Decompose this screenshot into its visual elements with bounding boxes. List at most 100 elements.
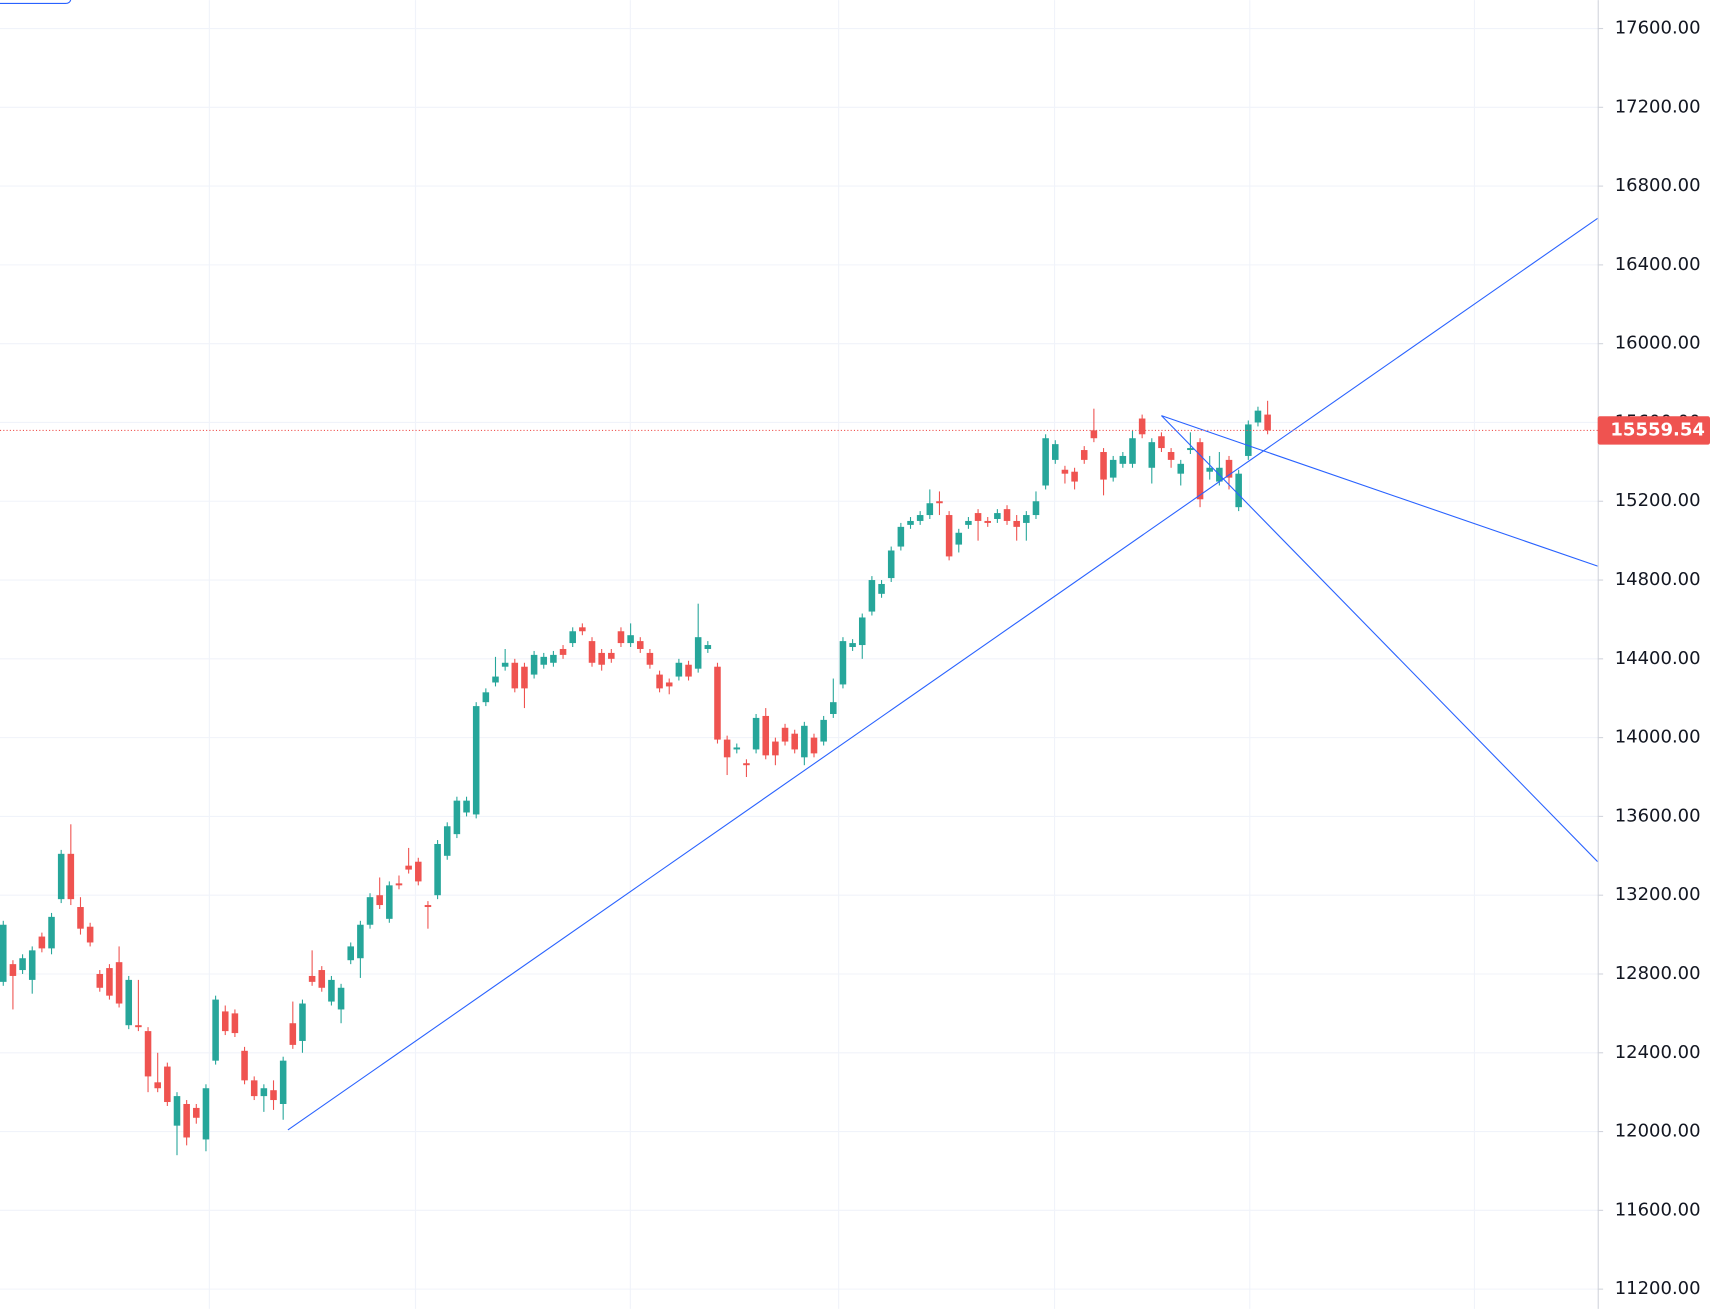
candle-body bbox=[492, 676, 499, 683]
candle-body bbox=[887, 550, 895, 579]
candle-body bbox=[1032, 501, 1040, 516]
candle-body bbox=[1080, 450, 1088, 460]
candle-body bbox=[1138, 418, 1146, 435]
candle-body bbox=[405, 865, 412, 870]
y-tick-label: 15200.00 bbox=[1615, 490, 1701, 511]
candle-body bbox=[1042, 438, 1049, 486]
candle-body bbox=[482, 692, 490, 703]
candle-body bbox=[878, 583, 885, 594]
candle-body bbox=[839, 641, 847, 685]
candle-body bbox=[926, 503, 934, 516]
candle-body bbox=[916, 515, 924, 521]
y-tick-label: 17600.00 bbox=[1615, 18, 1701, 39]
candle-body bbox=[907, 520, 914, 525]
candle-body bbox=[0, 924, 7, 982]
candle-body bbox=[849, 643, 856, 648]
toolbar-fragment bbox=[0, 0, 72, 4]
candle-body bbox=[299, 1003, 306, 1041]
candle-body bbox=[646, 652, 654, 665]
candle-body bbox=[1235, 473, 1242, 508]
candle-body bbox=[386, 885, 393, 919]
candle-body bbox=[260, 1088, 268, 1097]
candle-body bbox=[135, 1025, 142, 1028]
candle-body bbox=[974, 513, 982, 521]
candle-body bbox=[781, 727, 789, 742]
candle-body bbox=[791, 733, 798, 750]
candle-body bbox=[772, 741, 779, 756]
candle-body bbox=[1148, 442, 1156, 468]
candle-body bbox=[19, 958, 26, 971]
candle-body bbox=[984, 520, 991, 523]
candle-body bbox=[511, 662, 519, 689]
candle-body bbox=[86, 926, 94, 943]
candle-body bbox=[115, 962, 123, 1004]
candle-body bbox=[704, 645, 712, 649]
candle-body bbox=[154, 1082, 161, 1089]
candle-body bbox=[810, 737, 818, 754]
candle-body bbox=[820, 719, 827, 742]
candle-body bbox=[945, 515, 953, 557]
candle-body bbox=[598, 652, 605, 665]
candle-body bbox=[48, 916, 55, 949]
candle-body bbox=[723, 739, 731, 758]
candle-body bbox=[1225, 459, 1233, 478]
candle-body bbox=[415, 861, 422, 882]
candle-body bbox=[9, 964, 17, 976]
candle-body bbox=[1013, 520, 1020, 527]
candle-body bbox=[472, 706, 480, 815]
candle-body bbox=[28, 950, 36, 980]
candle-body bbox=[318, 970, 326, 988]
candle-body bbox=[530, 654, 538, 675]
candle-body bbox=[106, 968, 113, 996]
candle-body bbox=[308, 975, 316, 982]
candle-body bbox=[521, 666, 528, 689]
candle-body bbox=[550, 654, 557, 663]
candle-body bbox=[328, 979, 335, 1002]
candle-body bbox=[636, 641, 644, 649]
candle-body bbox=[96, 973, 104, 988]
candle-body bbox=[212, 999, 219, 1061]
candle-body bbox=[1100, 452, 1107, 480]
candle-body bbox=[617, 631, 625, 644]
candle-body bbox=[762, 715, 770, 756]
y-tick-label: 12400.00 bbox=[1615, 1042, 1701, 1063]
candle-body bbox=[1052, 444, 1059, 460]
candle-body bbox=[965, 520, 972, 525]
candle-body bbox=[1245, 424, 1252, 456]
candle-body bbox=[656, 674, 663, 689]
candle-body bbox=[685, 664, 692, 677]
trend-line bbox=[1161, 415, 1598, 863]
candle-body bbox=[830, 702, 837, 714]
candle-body bbox=[77, 907, 84, 929]
y-tick-label: 11200.00 bbox=[1615, 1278, 1701, 1299]
candle-body bbox=[183, 1103, 190, 1138]
y-tick-label: 11600.00 bbox=[1615, 1199, 1701, 1220]
vertical-grid bbox=[208, 0, 1475, 1309]
y-tick-label: 12800.00 bbox=[1615, 963, 1701, 984]
y-tick-label: 13600.00 bbox=[1615, 805, 1701, 826]
candle-body bbox=[501, 662, 509, 667]
candle-body bbox=[376, 895, 383, 906]
candle-body bbox=[1167, 452, 1175, 460]
last-price-label: 15559.54 bbox=[1610, 419, 1704, 440]
candle-body bbox=[675, 662, 683, 677]
candle-body bbox=[241, 1050, 248, 1081]
candle-body bbox=[463, 800, 470, 813]
y-tick-label: 16400.00 bbox=[1615, 254, 1701, 275]
candle-body bbox=[193, 1107, 200, 1118]
candle-body bbox=[453, 800, 461, 835]
y-tick-label: 14000.00 bbox=[1615, 727, 1701, 748]
candle-body bbox=[559, 648, 567, 655]
y-tick-label: 13200.00 bbox=[1615, 884, 1701, 905]
candle-body bbox=[665, 682, 673, 687]
candle-body bbox=[733, 747, 741, 750]
candle-body bbox=[569, 631, 576, 644]
trend-line bbox=[287, 217, 1598, 1131]
candle-body bbox=[1003, 509, 1011, 521]
candle-body bbox=[579, 627, 586, 632]
candle-body bbox=[1206, 467, 1213, 472]
candle-body bbox=[1254, 410, 1262, 423]
candle-body bbox=[1109, 459, 1117, 478]
candle-body bbox=[540, 656, 548, 665]
y-tick-label: 14800.00 bbox=[1615, 569, 1701, 590]
